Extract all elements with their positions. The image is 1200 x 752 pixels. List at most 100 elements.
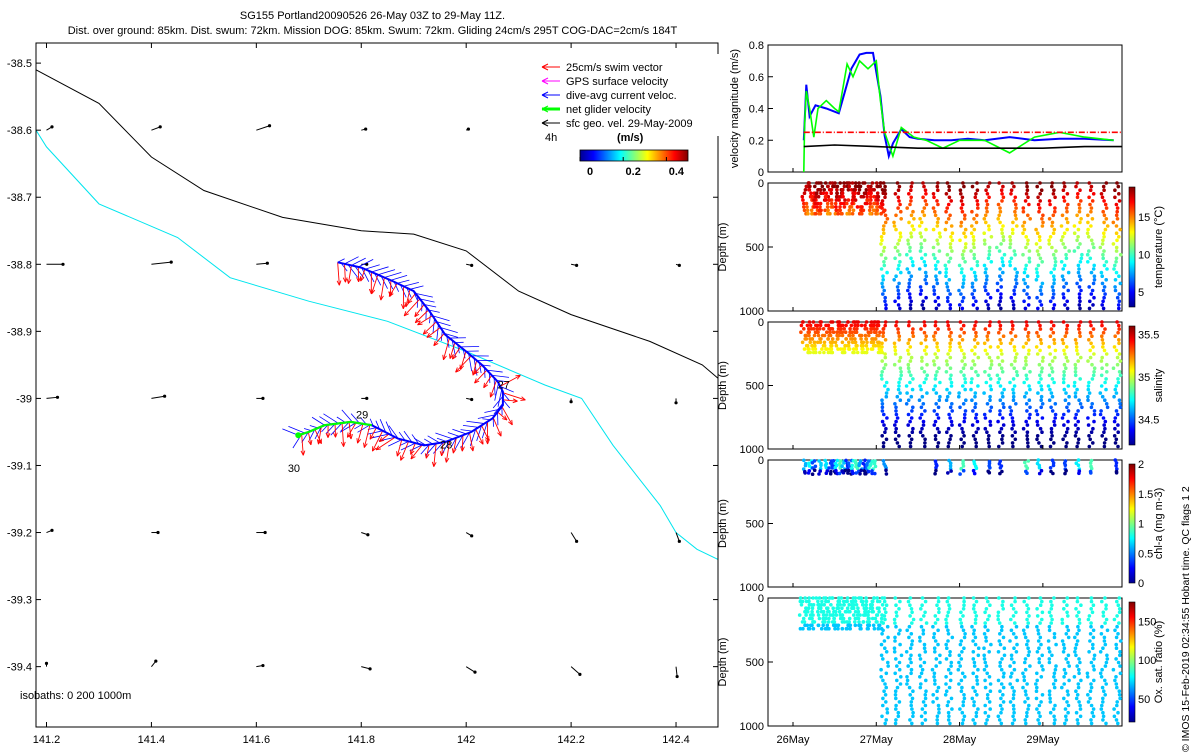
salinity-point (987, 374, 991, 378)
oxygen-point (833, 620, 837, 624)
temperature-point (947, 217, 951, 221)
oxygen-point (1118, 689, 1122, 693)
oxygen-point (948, 686, 952, 690)
oxygen-point (1093, 654, 1097, 658)
salinity-point (893, 345, 897, 349)
salinity-point (1076, 441, 1080, 445)
oxygen-point (1023, 700, 1027, 704)
oxygen-point (837, 606, 841, 610)
salinity-point (934, 377, 938, 381)
salinity-point (1115, 349, 1119, 353)
salinity-point (876, 344, 880, 348)
temperature-point (947, 188, 951, 192)
temperature-point (909, 199, 913, 203)
temperature-point (885, 271, 889, 275)
salinity-point (806, 344, 810, 348)
temperature-point (1104, 203, 1108, 207)
temperature-point (923, 206, 927, 210)
salinity-point (996, 356, 1000, 360)
salinity-point (1048, 363, 1052, 367)
salinity-point (821, 334, 825, 338)
oxygen-point (909, 596, 913, 600)
temperature-point (1013, 253, 1017, 257)
salinity-point (947, 445, 951, 449)
salinity-point (908, 434, 912, 438)
temperature-point (1036, 249, 1040, 253)
oxygen-point (894, 689, 898, 693)
temperature-point (919, 249, 923, 253)
oxygen-point (1101, 700, 1105, 704)
swim-vector (415, 310, 428, 323)
oxygen-point (1090, 722, 1094, 726)
salinity-point (1064, 334, 1068, 338)
temperature-point (1093, 278, 1097, 282)
oxygen-point (983, 704, 987, 708)
salinity-point (884, 427, 888, 431)
oxygen-point (897, 607, 901, 611)
temperature-point (910, 235, 914, 239)
oxygen-point (1039, 643, 1043, 647)
oxygen-point (908, 718, 912, 722)
salinity-point (1022, 366, 1026, 370)
oxygen-point (1077, 700, 1081, 704)
salinity-point (800, 324, 804, 328)
oxygen-point (962, 646, 966, 650)
temperature-point (909, 188, 913, 192)
geo-vector-head (578, 673, 581, 676)
salinity-point (1026, 445, 1030, 449)
temperature-point (884, 214, 888, 218)
oxygen-point (922, 614, 926, 618)
temperature-point (950, 224, 954, 228)
salinity-point (1063, 434, 1067, 438)
salinity-point (964, 381, 968, 385)
salinity-point (1054, 413, 1058, 417)
oxygen-point (1075, 711, 1079, 715)
salinity-point (882, 366, 886, 370)
salinity-point (997, 331, 1001, 335)
geo-vector-head (575, 540, 578, 543)
oxygen-point (1101, 711, 1105, 715)
salinity-point (919, 430, 923, 434)
oxygen-point (852, 613, 856, 617)
oxygen-point (982, 654, 986, 658)
salinity-point (919, 327, 923, 331)
salinity-point (976, 420, 980, 424)
salinity-point (987, 434, 991, 438)
temperature-point (908, 292, 912, 296)
salinity-point (855, 330, 859, 334)
temperature-point (1053, 257, 1057, 261)
salinity-point (1105, 363, 1109, 367)
temperature-point (897, 282, 901, 286)
salinity-point (977, 356, 981, 360)
oxygen-point (1101, 697, 1105, 701)
temperature-point (893, 224, 897, 228)
oxygen-point (1065, 611, 1069, 615)
temperature-point (1024, 267, 1028, 271)
chla-ylabel: Depth (m) (717, 499, 729, 548)
salinity-point (844, 330, 848, 334)
temperature-point (908, 296, 912, 300)
swim-vector (490, 380, 496, 397)
oxygen-point (975, 711, 979, 715)
salinity-point (984, 349, 988, 353)
temperature-point (1078, 307, 1082, 311)
temperature-point (1093, 274, 1097, 278)
oxygen-point (826, 624, 830, 628)
temperature-point (826, 209, 830, 213)
salinity-point (875, 324, 879, 328)
oxygen-point (947, 700, 951, 704)
temperature-point (925, 282, 929, 286)
salinity-point (807, 334, 811, 338)
salinity-point (971, 359, 975, 363)
oxygen-point (878, 624, 882, 628)
temperature-point (1118, 199, 1122, 203)
oxygen-point (861, 600, 865, 604)
salinity-point (883, 324, 887, 328)
chla-point (1077, 463, 1081, 467)
salinity-point (1036, 391, 1040, 395)
oxygen-point (944, 643, 948, 647)
temperature-point (1054, 249, 1058, 253)
temperature-point (908, 246, 912, 250)
map-xtick-label: 142.4 (662, 734, 690, 746)
